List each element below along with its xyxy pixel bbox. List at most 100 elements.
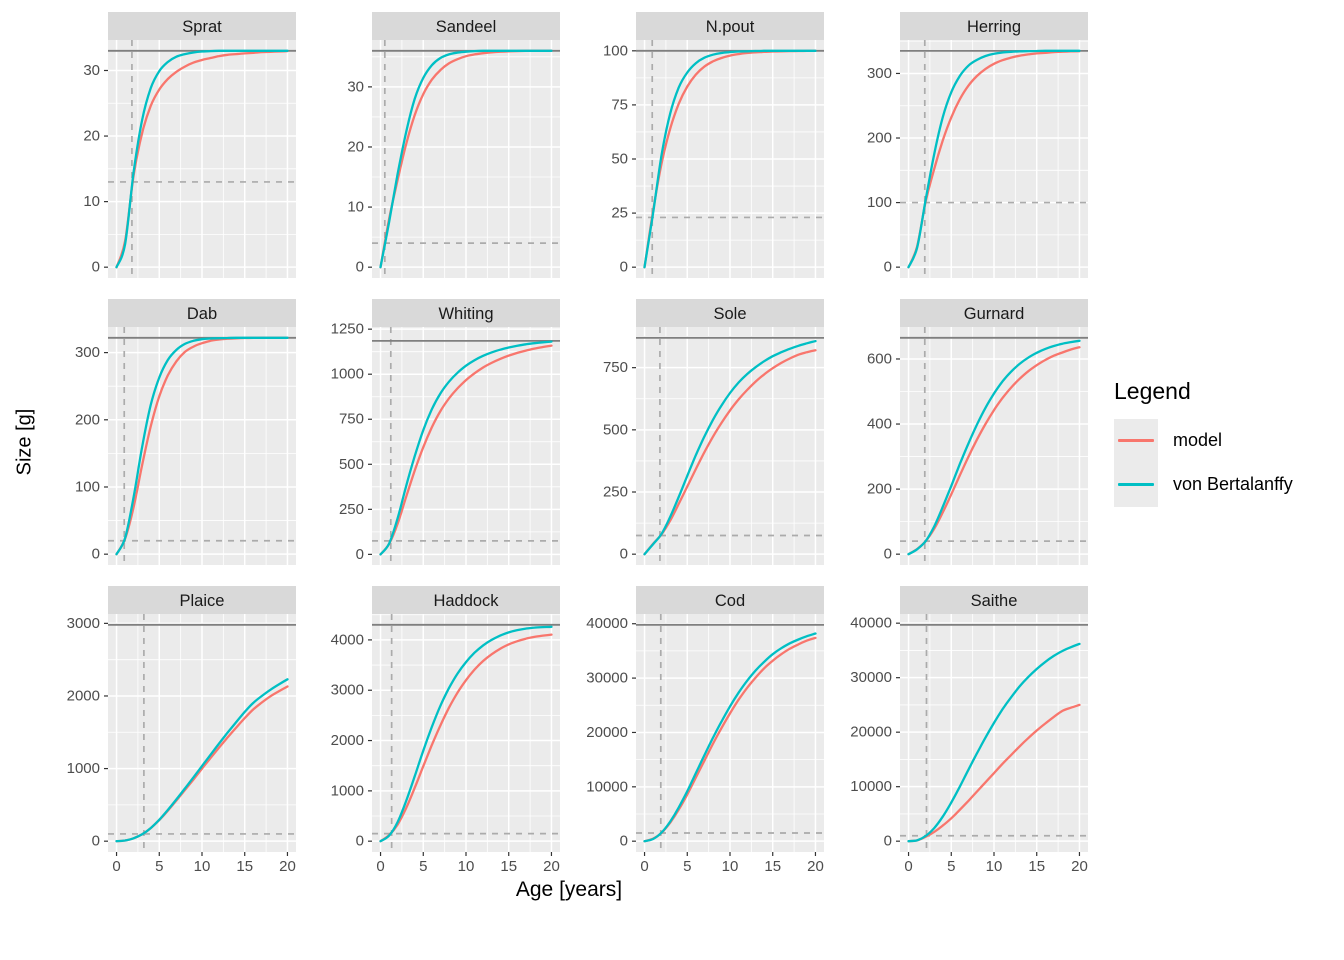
facet-strip xyxy=(900,12,1088,40)
facet-gurnard: Gurnard 0 200 400 600 xyxy=(838,299,1092,574)
x-tick-label: 5 xyxy=(683,858,691,875)
facet-title: Saithe xyxy=(971,592,1018,610)
facet-plot-haddock: Haddock 0 1000 2000 3000 4000 0 5 10 15 20 xyxy=(331,586,560,875)
facet-n-pout: N.pout 0 25 50 75 100 xyxy=(574,12,828,287)
y-tick-label: 100 xyxy=(867,194,892,211)
y-tick-label: 0 xyxy=(884,546,892,563)
y-tick-label: 4000 xyxy=(331,631,364,648)
x-axis-title-cell: Age [years] xyxy=(46,872,1092,916)
y-axis: 0 250 500 750 xyxy=(603,359,636,563)
y-tick-label: 600 xyxy=(867,350,892,367)
model-curve xyxy=(907,346,1081,556)
x-axis: 0 5 10 15 20 xyxy=(376,852,560,875)
minor-gridlines xyxy=(108,327,296,565)
facet-strip xyxy=(108,586,296,614)
facet-strip xyxy=(108,12,296,40)
y-tick-label: 40000 xyxy=(586,615,628,632)
y-tick-label: 0 xyxy=(92,259,100,276)
y-axis: 0 1000 2000 3000 4000 xyxy=(331,631,372,850)
facet-plot-cod: Cod 0 10000 20000 30000 40000 0 5 10 15 20 xyxy=(586,586,824,875)
facet-title: Cod xyxy=(715,592,745,610)
facet-plaice: Plaice 0 1000 2000 3000 0 5 10 15 20 xyxy=(46,586,300,885)
y-tick-label: 10000 xyxy=(850,778,892,795)
y-axis: 0 25 50 75 100 xyxy=(603,42,636,276)
y-tick-label: 750 xyxy=(603,359,628,376)
facet-herring: Herring 0 100 200 300 xyxy=(838,12,1092,287)
von-bertalanffy-curve xyxy=(115,49,289,269)
y-tick-label: 10 xyxy=(83,193,100,210)
y-axis: 0 10 20 30 xyxy=(83,62,108,276)
x-tick-label: 0 xyxy=(640,858,648,875)
legend-entry: von Bertalanffy xyxy=(1114,462,1342,507)
y-tick-label: 0 xyxy=(356,546,364,563)
y-axis-title-cell: Size [g] xyxy=(4,12,46,872)
legend-entry-label: von Bertalanffy xyxy=(1173,474,1293,494)
y-tick-label: 3000 xyxy=(67,615,100,632)
x-tick-label: 15 xyxy=(236,858,253,875)
facet-title: Herring xyxy=(967,18,1021,36)
y-tick-label: 20000 xyxy=(850,724,892,741)
von-bertalanffy-curve xyxy=(379,49,553,269)
von-bertalanffy-curve xyxy=(907,339,1081,556)
y-tick-label: 250 xyxy=(603,484,628,501)
major-gridlines xyxy=(900,614,1088,852)
y-axis: 0 200 400 600 xyxy=(867,350,900,563)
y-tick-label: 30000 xyxy=(850,669,892,686)
y-tick-label: 1000 xyxy=(331,782,364,799)
x-tick-label: 20 xyxy=(543,858,560,875)
x-tick-label: 20 xyxy=(279,858,296,875)
y-tick-label: 1000 xyxy=(67,760,100,777)
y-tick-label: 200 xyxy=(75,411,100,428)
facet-title: Haddock xyxy=(433,592,499,610)
facet-haddock: Haddock 0 1000 2000 3000 4000 0 5 10 15 20 xyxy=(310,586,564,885)
major-gridlines xyxy=(900,40,1088,278)
von-bertalanffy-curve xyxy=(379,340,553,556)
x-tick-label: 10 xyxy=(194,858,211,875)
y-axis: 0 10000 20000 30000 40000 xyxy=(586,615,636,850)
major-gridlines xyxy=(108,614,296,852)
figure: Size [g] Sprat 0 10 20 30 Sandeel 0 10 20 30 N.pou… xyxy=(4,12,1342,916)
y-axis: 0 1000 2000 3000 xyxy=(67,615,108,850)
y-tick-label: 400 xyxy=(867,416,892,433)
facet-title: Plaice xyxy=(180,592,225,610)
y-tick-label: 2000 xyxy=(67,687,100,704)
y-tick-label: 500 xyxy=(339,456,364,473)
facet-title: Sandeel xyxy=(436,18,497,36)
major-gridlines xyxy=(900,327,1088,565)
facet-sprat: Sprat 0 10 20 30 xyxy=(46,12,300,287)
x-axis: 0 5 10 15 20 xyxy=(904,852,1088,875)
y-tick-label: 20000 xyxy=(586,724,628,741)
legend: Legend model von Bertalanffy xyxy=(1092,12,1342,872)
y-tick-label: 20 xyxy=(347,138,364,155)
major-gridlines xyxy=(108,327,296,565)
y-tick-label: 0 xyxy=(884,833,892,850)
y-tick-label: 0 xyxy=(92,546,100,563)
facet-strip xyxy=(900,299,1088,327)
legend-title: Legend xyxy=(1114,377,1191,404)
y-axis: 0 10 20 30 xyxy=(347,78,372,276)
legend-entry-label: model xyxy=(1173,430,1223,450)
facet-plot-dab: Dab 0 100 200 300 xyxy=(75,299,296,565)
y-tick-label: 0 xyxy=(356,259,364,276)
legend-entries: model von Bertalanffy xyxy=(1114,418,1342,507)
y-axis: 0 100 200 300 xyxy=(867,65,900,276)
facet-plot-sandeel: Sandeel 0 10 20 30 xyxy=(347,12,560,278)
y-tick-label: 30 xyxy=(83,62,100,79)
von-bertalanffy-curve xyxy=(115,336,289,556)
y-tick-label: 100 xyxy=(603,42,628,59)
x-tick-label: 15 xyxy=(500,858,517,875)
facet-dab: Dab 0 100 200 300 xyxy=(46,299,300,574)
facet-title: Dab xyxy=(187,305,217,323)
model-curve xyxy=(115,49,289,269)
facet-plot-saithe: Saithe 0 10000 20000 30000 40000 0 5 10 15 20 xyxy=(850,586,1088,875)
x-tick-label: 10 xyxy=(722,858,739,875)
y-axis: 0 250 500 750 1000 1250 xyxy=(331,321,372,563)
facet-strip xyxy=(636,12,824,40)
y-tick-label: 0 xyxy=(92,833,100,850)
x-tick-label: 0 xyxy=(376,858,384,875)
x-tick-label: 20 xyxy=(1071,858,1088,875)
minor-gridlines xyxy=(372,327,560,565)
legend-key-line xyxy=(1118,439,1154,442)
facet-sole: Sole 0 250 500 750 xyxy=(574,299,828,574)
facet-plot-herring: Herring 0 100 200 300 xyxy=(867,12,1088,278)
